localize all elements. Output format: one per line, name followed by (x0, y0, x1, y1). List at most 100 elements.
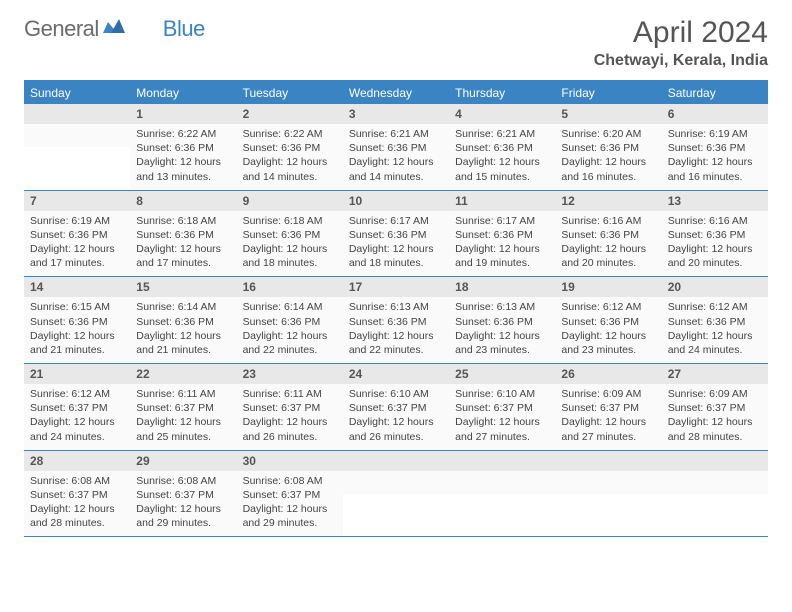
day-number: 30 (237, 451, 343, 471)
weekday-header: Friday (555, 82, 661, 104)
weekday-header: Monday (130, 82, 236, 104)
daylight-text: Daylight: 12 hours and 22 minutes. (243, 329, 337, 357)
weekday-header: Tuesday (237, 82, 343, 104)
calendar-cell: 30Sunrise: 6:08 AMSunset: 6:37 PMDayligh… (237, 451, 343, 537)
day-content: Sunrise: 6:14 AMSunset: 6:36 PMDaylight:… (130, 297, 236, 363)
sunrise-text: Sunrise: 6:11 AM (136, 387, 230, 401)
calendar-cell (24, 104, 130, 190)
calendar-grid: Sunday Monday Tuesday Wednesday Thursday… (24, 80, 768, 537)
calendar-cell: 16Sunrise: 6:14 AMSunset: 6:36 PMDayligh… (237, 277, 343, 363)
day-number: 24 (343, 364, 449, 384)
daylight-text: Daylight: 12 hours and 26 minutes. (243, 415, 337, 443)
calendar-cell: 19Sunrise: 6:12 AMSunset: 6:36 PMDayligh… (555, 277, 661, 363)
calendar-cell: 24Sunrise: 6:10 AMSunset: 6:37 PMDayligh… (343, 364, 449, 450)
calendar-cell (449, 451, 555, 537)
day-number: 5 (555, 104, 661, 124)
day-content: Sunrise: 6:15 AMSunset: 6:36 PMDaylight:… (24, 297, 130, 363)
sunset-text: Sunset: 6:36 PM (243, 141, 337, 155)
day-content: Sunrise: 6:12 AMSunset: 6:37 PMDaylight:… (24, 384, 130, 450)
day-content: Sunrise: 6:14 AMSunset: 6:36 PMDaylight:… (237, 297, 343, 363)
calendar-cell: 18Sunrise: 6:13 AMSunset: 6:36 PMDayligh… (449, 277, 555, 363)
day-content (449, 471, 555, 494)
calendar-cell: 25Sunrise: 6:10 AMSunset: 6:37 PMDayligh… (449, 364, 555, 450)
brand-logo: General Blue (24, 16, 205, 42)
day-number (24, 104, 130, 124)
sunset-text: Sunset: 6:36 PM (349, 228, 443, 242)
page-title: April 2024 (594, 16, 768, 50)
calendar-cell: 9Sunrise: 6:18 AMSunset: 6:36 PMDaylight… (237, 191, 343, 277)
sunrise-text: Sunrise: 6:22 AM (136, 127, 230, 141)
day-content: Sunrise: 6:17 AMSunset: 6:36 PMDaylight:… (449, 211, 555, 277)
sunset-text: Sunset: 6:37 PM (243, 401, 337, 415)
day-content: Sunrise: 6:08 AMSunset: 6:37 PMDaylight:… (237, 471, 343, 537)
day-content: Sunrise: 6:09 AMSunset: 6:37 PMDaylight:… (555, 384, 661, 450)
day-number: 6 (662, 104, 768, 124)
daylight-text: Daylight: 12 hours and 22 minutes. (349, 329, 443, 357)
daylight-text: Daylight: 12 hours and 21 minutes. (136, 329, 230, 357)
daylight-text: Daylight: 12 hours and 16 minutes. (668, 155, 762, 183)
day-content: Sunrise: 6:22 AMSunset: 6:36 PMDaylight:… (237, 124, 343, 190)
sunset-text: Sunset: 6:36 PM (136, 228, 230, 242)
calendar-cell: 13Sunrise: 6:16 AMSunset: 6:36 PMDayligh… (662, 191, 768, 277)
day-number: 4 (449, 104, 555, 124)
day-content: Sunrise: 6:18 AMSunset: 6:36 PMDaylight:… (130, 211, 236, 277)
calendar-cell: 11Sunrise: 6:17 AMSunset: 6:36 PMDayligh… (449, 191, 555, 277)
calendar-cell: 28Sunrise: 6:08 AMSunset: 6:37 PMDayligh… (24, 451, 130, 537)
brand-part1: General (24, 16, 99, 42)
sunrise-text: Sunrise: 6:13 AM (455, 300, 549, 314)
sunset-text: Sunset: 6:36 PM (455, 228, 549, 242)
day-content: Sunrise: 6:09 AMSunset: 6:37 PMDaylight:… (662, 384, 768, 450)
sunset-text: Sunset: 6:37 PM (30, 488, 124, 502)
daylight-text: Daylight: 12 hours and 21 minutes. (30, 329, 124, 357)
day-content: Sunrise: 6:22 AMSunset: 6:36 PMDaylight:… (130, 124, 236, 190)
sunrise-text: Sunrise: 6:10 AM (455, 387, 549, 401)
day-number (449, 451, 555, 471)
calendar-cell: 4Sunrise: 6:21 AMSunset: 6:36 PMDaylight… (449, 104, 555, 190)
calendar-cell: 22Sunrise: 6:11 AMSunset: 6:37 PMDayligh… (130, 364, 236, 450)
day-number: 13 (662, 191, 768, 211)
weekday-header: Sunday (24, 82, 130, 104)
daylight-text: Daylight: 12 hours and 14 minutes. (349, 155, 443, 183)
day-number: 12 (555, 191, 661, 211)
sunrise-text: Sunrise: 6:12 AM (561, 300, 655, 314)
calendar-cell: 7Sunrise: 6:19 AMSunset: 6:36 PMDaylight… (24, 191, 130, 277)
sunset-text: Sunset: 6:36 PM (561, 228, 655, 242)
sunset-text: Sunset: 6:36 PM (136, 141, 230, 155)
day-number: 11 (449, 191, 555, 211)
daylight-text: Daylight: 12 hours and 14 minutes. (243, 155, 337, 183)
calendar-cell: 15Sunrise: 6:14 AMSunset: 6:36 PMDayligh… (130, 277, 236, 363)
calendar-week: 21Sunrise: 6:12 AMSunset: 6:37 PMDayligh… (24, 364, 768, 451)
day-number: 20 (662, 277, 768, 297)
daylight-text: Daylight: 12 hours and 24 minutes. (668, 329, 762, 357)
day-content: Sunrise: 6:11 AMSunset: 6:37 PMDaylight:… (237, 384, 343, 450)
calendar-cell (555, 451, 661, 537)
calendar-week: 1Sunrise: 6:22 AMSunset: 6:36 PMDaylight… (24, 104, 768, 191)
daylight-text: Daylight: 12 hours and 25 minutes. (136, 415, 230, 443)
daylight-text: Daylight: 12 hours and 23 minutes. (455, 329, 549, 357)
sunrise-text: Sunrise: 6:12 AM (668, 300, 762, 314)
sunset-text: Sunset: 6:36 PM (668, 141, 762, 155)
daylight-text: Daylight: 12 hours and 20 minutes. (561, 242, 655, 270)
daylight-text: Daylight: 12 hours and 15 minutes. (455, 155, 549, 183)
daylight-text: Daylight: 12 hours and 18 minutes. (243, 242, 337, 270)
calendar-week: 28 Sunrise: 6:08 AMSunset: 6:37 PMDayligh… (24, 451, 768, 538)
day-number: 28 (24, 451, 130, 471)
daylight-text: Daylight: 12 hours and 27 minutes. (561, 415, 655, 443)
sunrise-text: Sunrise: 6:11 AM (243, 387, 337, 401)
weekday-header: Thursday (449, 82, 555, 104)
calendar-cell: 17Sunrise: 6:13 AMSunset: 6:36 PMDayligh… (343, 277, 449, 363)
sunset-text: Sunset: 6:36 PM (561, 315, 655, 329)
sunset-text: Sunset: 6:36 PM (30, 315, 124, 329)
day-number (343, 451, 449, 471)
day-content: Sunrise: 6:11 AMSunset: 6:37 PMDaylight:… (130, 384, 236, 450)
sunrise-text: Sunrise: 6:08 AM (136, 474, 230, 488)
day-number: 26 (555, 364, 661, 384)
sunset-text: Sunset: 6:37 PM (668, 401, 762, 415)
sunrise-text: Sunrise: 6:19 AM (668, 127, 762, 141)
calendar-cell: 29Sunrise: 6:08 AMSunset: 6:37 PMDayligh… (130, 451, 236, 537)
day-content: Sunrise: 6:16 AMSunset: 6:36 PMDaylight:… (555, 211, 661, 277)
sunrise-text: Sunrise: 6:16 AM (561, 214, 655, 228)
location-label: Chetwayi, Kerala, India (594, 52, 768, 70)
sunrise-text: Sunrise: 6:10 AM (349, 387, 443, 401)
sunset-text: Sunset: 6:36 PM (668, 315, 762, 329)
